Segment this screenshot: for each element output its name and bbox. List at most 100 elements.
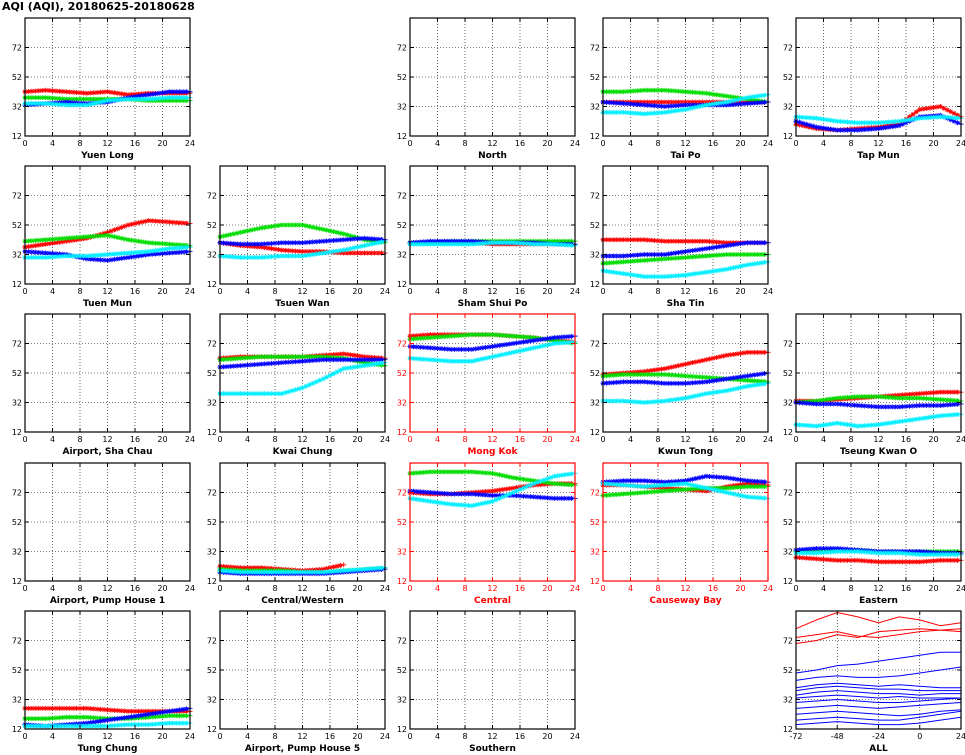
- x-tick-label: 24: [185, 732, 195, 741]
- data-point: [669, 479, 675, 485]
- data-point: [834, 557, 840, 563]
- data-point: [665, 398, 671, 404]
- data-point: [462, 469, 468, 475]
- data-point: [241, 241, 247, 247]
- data-point: [755, 240, 761, 246]
- data-point: [858, 394, 864, 400]
- data-point: [672, 397, 678, 403]
- data-point: [944, 107, 950, 113]
- data-point: [410, 470, 416, 476]
- data-point: [607, 237, 613, 243]
- data-point: [445, 241, 451, 247]
- data-point: [234, 391, 240, 397]
- data-point: [631, 272, 637, 278]
- y-tick-label: 12: [783, 428, 793, 437]
- data-point: [306, 249, 312, 255]
- data-point: [479, 492, 485, 498]
- data-point: [628, 258, 633, 264]
- data-point: [762, 259, 768, 265]
- data-point: [720, 243, 726, 249]
- data-point: [744, 349, 750, 355]
- data-point: [341, 366, 347, 372]
- data-point: [527, 477, 533, 483]
- data-point: [310, 354, 316, 360]
- data-point: [351, 364, 357, 370]
- data-point: [741, 101, 747, 107]
- data-point: [39, 237, 45, 243]
- data-point: [741, 373, 747, 379]
- data-point: [91, 90, 97, 96]
- data-point: [410, 336, 416, 342]
- data-point: [262, 361, 268, 367]
- series-line: [795, 628, 962, 639]
- data-point: [361, 360, 367, 366]
- data-point: [459, 358, 465, 364]
- data-point: [824, 557, 830, 563]
- series-line: [795, 716, 962, 726]
- data-point: [379, 357, 385, 363]
- data-point: [889, 119, 895, 125]
- data-point: [931, 396, 936, 402]
- station-label: Tseung Kwan O: [840, 447, 918, 457]
- data-point: [324, 374, 330, 380]
- data-point: [617, 372, 623, 378]
- data-point: [686, 254, 692, 260]
- data-point: [686, 360, 692, 366]
- data-point: [669, 372, 675, 378]
- data-point: [417, 332, 423, 338]
- data-point: [817, 401, 823, 407]
- data-point: [46, 715, 52, 721]
- data-point: [462, 332, 468, 338]
- data-point: [741, 350, 747, 356]
- data-point: [334, 568, 340, 574]
- data-point: [645, 399, 651, 405]
- data-point: [358, 363, 364, 369]
- data-point: [672, 372, 678, 378]
- y-tick-label: 52: [12, 221, 22, 230]
- data-point: [70, 705, 76, 711]
- data-point: [848, 549, 854, 554]
- data-point: [641, 237, 647, 243]
- data-point: [717, 354, 723, 360]
- data-point: [115, 235, 121, 241]
- data-point: [920, 551, 926, 557]
- data-point: [679, 487, 685, 493]
- data-point: [479, 356, 485, 362]
- data-point: [851, 549, 857, 554]
- data-point: [94, 89, 100, 95]
- data-point: [63, 96, 69, 102]
- data-point: [693, 254, 699, 260]
- data-point: [163, 709, 169, 715]
- data-point: [139, 249, 145, 255]
- data-point: [146, 218, 152, 224]
- data-point: [224, 568, 230, 574]
- data-point: [503, 492, 509, 498]
- data-point: [858, 120, 864, 126]
- data-point: [348, 246, 354, 252]
- data-point: [441, 500, 447, 506]
- data-point: [686, 248, 692, 254]
- data-point: [927, 551, 933, 557]
- data-point: [435, 490, 440, 496]
- data-point: [231, 231, 237, 237]
- data-point: [662, 371, 668, 377]
- data-point: [634, 273, 640, 279]
- data-point: [655, 238, 661, 244]
- data-point: [655, 87, 661, 93]
- data-point: [417, 241, 423, 247]
- y-tick-label: 72: [783, 637, 793, 646]
- data-point: [431, 490, 437, 496]
- data-point: [565, 482, 571, 488]
- data-point: [421, 489, 427, 495]
- y-tick-label: 32: [12, 251, 22, 260]
- data-point: [889, 124, 895, 130]
- data-point: [920, 115, 926, 121]
- data-point: [707, 91, 713, 97]
- data-point: [614, 270, 620, 276]
- x-tick-label: 20: [352, 287, 362, 296]
- data-point: [634, 490, 640, 496]
- data-point: [421, 332, 427, 338]
- data-point: [493, 492, 499, 498]
- data-point: [831, 396, 837, 402]
- data-point: [689, 248, 695, 254]
